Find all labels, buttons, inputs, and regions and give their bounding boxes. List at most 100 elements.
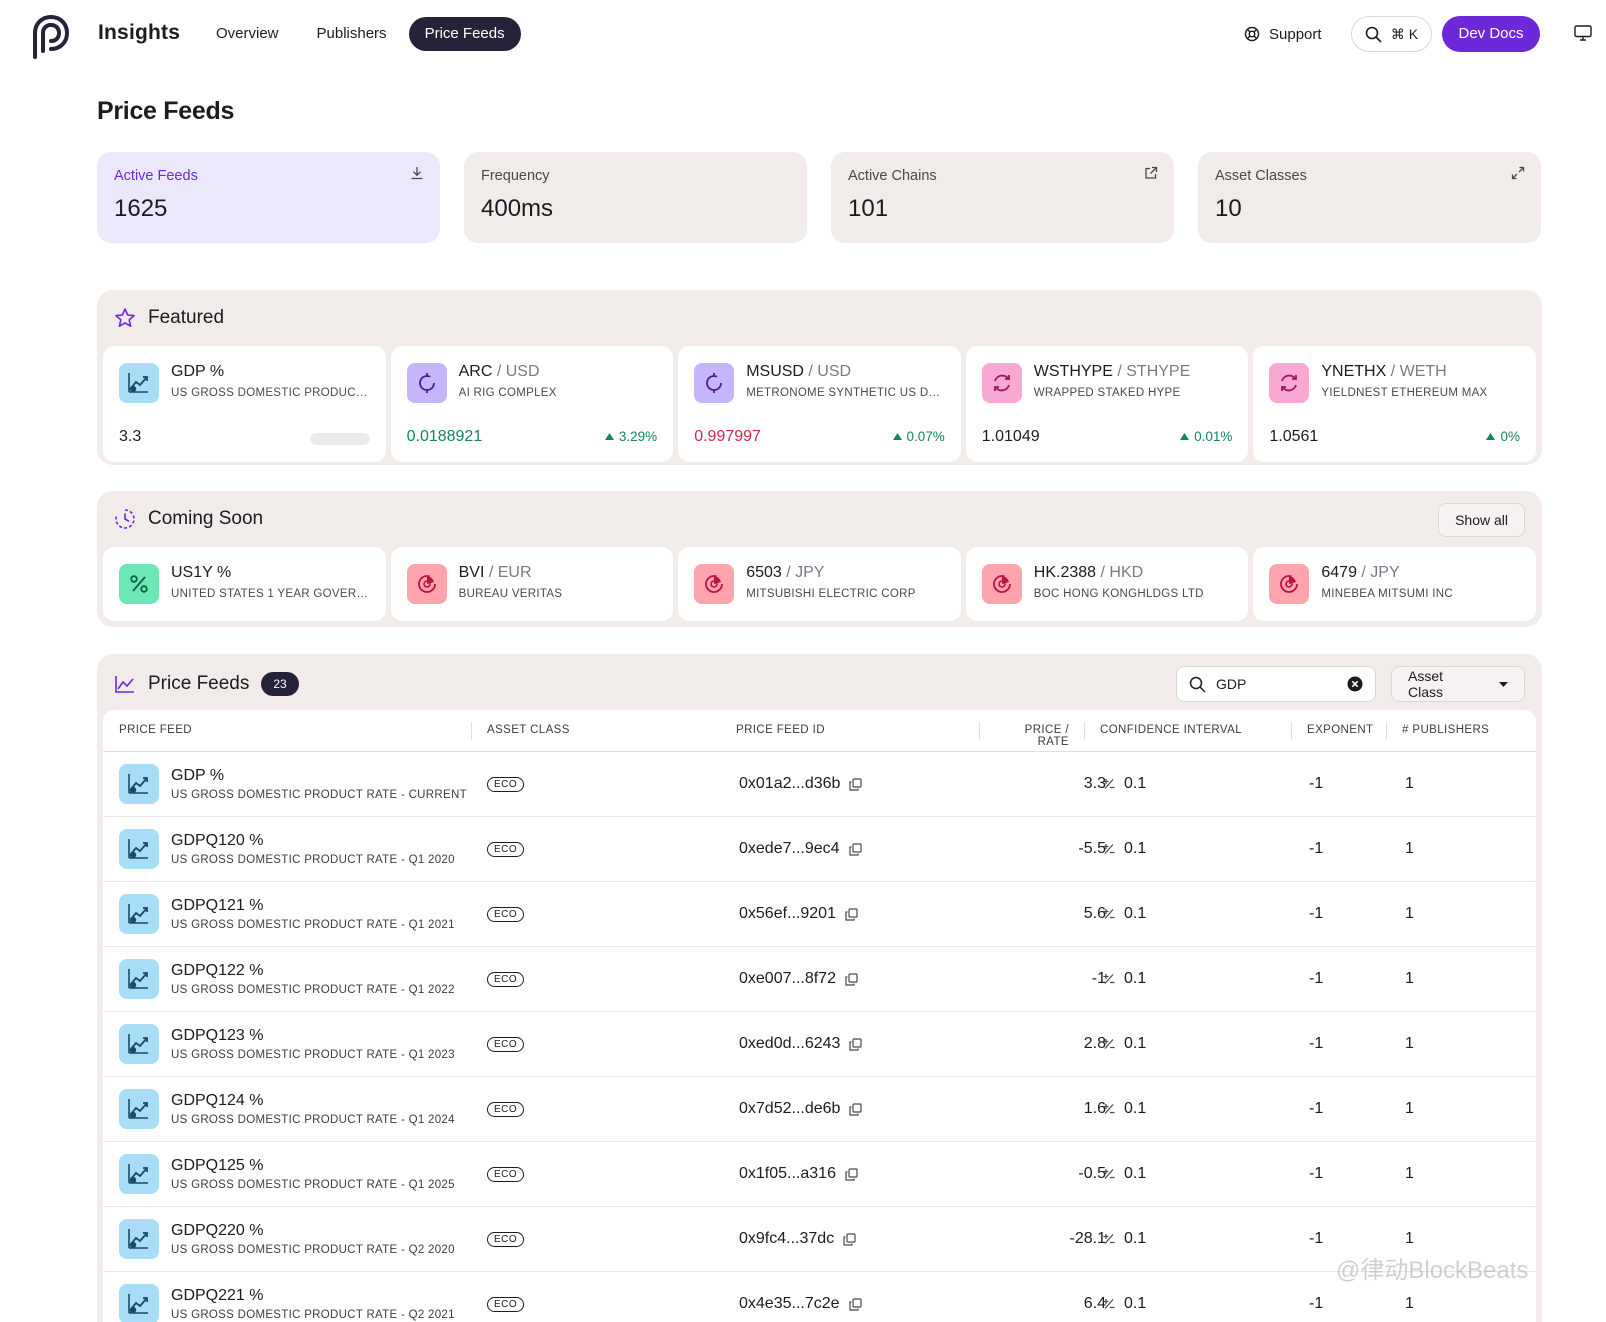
feed-search-input[interactable]: GDP bbox=[1176, 666, 1376, 702]
table-row[interactable]: GDP % US GROSS DOMESTIC PRODUCT RATE - C… bbox=[103, 752, 1536, 817]
table-row[interactable]: GDPQ120 % US GROSS DOMESTIC PRODUCT RATE… bbox=[103, 817, 1536, 882]
coming-soon-card-hk2388[interactable]: HK.2388 / HKD BOC HONG KONGHLDGS LTD bbox=[965, 547, 1249, 621]
chart-growth-icon bbox=[119, 1219, 159, 1259]
tab-publishers[interactable]: Publishers bbox=[316, 25, 387, 42]
feed-symbol: YNETHX / WETH bbox=[1321, 363, 1447, 380]
global-search-button[interactable]: ⌘ K bbox=[1351, 16, 1432, 52]
featured-card-ynethx[interactable]: YNETHX / WETH YIELDNEST ETHEREUM MAX 1.0… bbox=[1253, 346, 1536, 462]
feed-symbol: 6503 / JPY bbox=[746, 564, 825, 581]
exponent: -1 bbox=[1309, 1165, 1324, 1182]
stat-active-chains[interactable]: Active Chains 101 bbox=[831, 152, 1174, 243]
asset-class-badge: ECO bbox=[487, 972, 525, 987]
plus-minus-icon bbox=[1103, 779, 1115, 789]
copy-icon[interactable] bbox=[849, 777, 863, 791]
stat-asset-classes[interactable]: Asset Classes 10 bbox=[1198, 152, 1541, 243]
stat-active-feeds[interactable]: Active Feeds 1625 bbox=[97, 152, 440, 243]
feed-id-value: 0xed0d...6243 bbox=[739, 1035, 841, 1052]
copy-icon[interactable] bbox=[845, 972, 858, 986]
col-publishers[interactable]: # PUBLISHERS bbox=[1385, 722, 1490, 740]
feed-price: 0.0188921 bbox=[406, 428, 483, 445]
featured-card-msusd[interactable]: MSUSD / USD METRONOME SYNTHETIC US DOLLA… bbox=[678, 346, 961, 462]
coming-soon-card-6503[interactable]: 6503 / JPY MITSUBISHI ELECTRIC CORP bbox=[678, 547, 961, 621]
coming-soon-card-us1y[interactable]: US1Y % UNITED STATES 1 YEAR GOVERNMENT B… bbox=[103, 547, 386, 621]
exponent: -1 bbox=[1309, 1230, 1324, 1247]
feed-symbol: 6479 / JPY bbox=[1321, 564, 1400, 581]
table-row[interactable]: GDPQ220 % US GROSS DOMESTIC PRODUCT RATE… bbox=[103, 1207, 1536, 1272]
chart-growth-icon bbox=[119, 1089, 159, 1129]
confidence-interval: 0.1 bbox=[1103, 840, 1146, 858]
plus-minus-icon bbox=[1103, 1234, 1115, 1244]
tab-price-feeds[interactable]: Price Feeds bbox=[408, 17, 521, 51]
stat-label: Frequency bbox=[481, 168, 550, 184]
feed-price: -1 bbox=[1091, 970, 1106, 987]
feed-description: US GROSS DOMESTIC PRODUCT RATE - Q1 2025 bbox=[171, 1179, 455, 1191]
confidence-value: 0.1 bbox=[1124, 775, 1147, 792]
copy-icon[interactable] bbox=[849, 1037, 863, 1051]
feed-price: -28.1 bbox=[1069, 1230, 1106, 1247]
asset-class-badge: ECO bbox=[487, 1232, 525, 1247]
feed-symbol: ARC / USD bbox=[458, 363, 540, 380]
confidence-value: 0.1 bbox=[1124, 905, 1147, 922]
expand-icon[interactable] bbox=[1511, 166, 1525, 180]
copy-icon[interactable] bbox=[848, 1297, 862, 1311]
copy-icon[interactable] bbox=[843, 1232, 856, 1246]
external-link-icon[interactable] bbox=[1144, 166, 1158, 180]
pyth-logo[interactable] bbox=[32, 14, 70, 60]
download-icon[interactable] bbox=[410, 166, 424, 180]
monitor-icon[interactable] bbox=[1574, 25, 1592, 41]
coming-soon-card-6479[interactable]: 6479 / JPY MINEBEA MITSUMI INC bbox=[1253, 547, 1536, 621]
feed-id: 0x56ef...9201 bbox=[739, 905, 858, 923]
copy-icon[interactable] bbox=[845, 907, 858, 921]
col-confidence-interval[interactable]: CONFIDENCE INTERVAL bbox=[1083, 722, 1243, 740]
equity-icon bbox=[406, 564, 447, 604]
feed-id: 0x01a2...d36b bbox=[739, 775, 863, 793]
publisher-count: 1 bbox=[1405, 1035, 1414, 1052]
col-price-feed[interactable]: PRICE FEED bbox=[119, 724, 193, 736]
confidence-value: 0.1 bbox=[1124, 970, 1147, 987]
col-price-feed-id[interactable]: PRICE FEED ID bbox=[736, 724, 825, 736]
table-row[interactable]: GDPQ123 % US GROSS DOMESTIC PRODUCT RATE… bbox=[103, 1012, 1536, 1077]
dev-docs-button[interactable]: Dev Docs bbox=[1442, 16, 1540, 52]
copy-icon[interactable] bbox=[848, 842, 862, 856]
copy-icon[interactable] bbox=[849, 1102, 863, 1116]
tab-overview[interactable]: Overview bbox=[216, 25, 279, 42]
featured-card-gdp[interactable]: GDP % US GROSS DOMESTIC PRODUCT RATE - C… bbox=[103, 346, 386, 462]
confidence-interval: 0.1 bbox=[1103, 1100, 1146, 1118]
feed-name: GDPQ220 % bbox=[171, 1222, 264, 1239]
col-exponent[interactable]: EXPONENT bbox=[1290, 722, 1374, 740]
publisher-count: 1 bbox=[1405, 970, 1414, 987]
table-row[interactable]: GDPQ125 % US GROSS DOMESTIC PRODUCT RATE… bbox=[103, 1142, 1536, 1207]
feed-id: 0x7d52...de6b bbox=[739, 1100, 863, 1118]
feed-id-value: 0x4e35...7c2e bbox=[739, 1295, 840, 1312]
feed-description: US GROSS DOMESTIC PRODUCT RATE - CURRENT bbox=[171, 789, 467, 801]
support-button[interactable]: Support bbox=[1244, 17, 1322, 51]
search-value[interactable]: GDP bbox=[1216, 676, 1247, 692]
crypto-coin-icon bbox=[406, 363, 447, 403]
watermark: @律动BlockBeats bbox=[1336, 1257, 1529, 1284]
chart-growth-icon bbox=[119, 363, 159, 403]
coming-soon-title: Coming Soon bbox=[148, 508, 264, 529]
feed-description: METRONOME SYNTHETIC US DOLLAR bbox=[746, 387, 947, 399]
col-asset-class[interactable]: ASSET CLASS bbox=[471, 722, 570, 740]
publisher-count: 1 bbox=[1405, 1295, 1414, 1312]
table-row[interactable]: GDPQ121 % US GROSS DOMESTIC PRODUCT RATE… bbox=[103, 882, 1536, 947]
stat-label: Asset Classes bbox=[1215, 168, 1307, 184]
feed-description: US GROSS DOMESTIC PRODUCT RATE - Q1 2023 bbox=[171, 1049, 455, 1061]
copy-icon[interactable] bbox=[845, 1167, 858, 1181]
table-row[interactable]: GDPQ221 % US GROSS DOMESTIC PRODUCT RATE… bbox=[103, 1272, 1536, 1322]
clear-search-icon[interactable] bbox=[1347, 676, 1363, 692]
feed-description: UNITED STATES 1 YEAR GOVERNMENT BOND YIE… bbox=[171, 588, 371, 600]
featured-card-arc[interactable]: ARC / USD AI RIG COMPLEX 0.0188921 3.29% bbox=[390, 346, 674, 462]
feed-id-value: 0x7d52...de6b bbox=[739, 1100, 841, 1117]
equity-icon bbox=[981, 564, 1022, 604]
brand-name[interactable]: Insights bbox=[98, 21, 181, 44]
coming-soon-card-bvi[interactable]: BVI / EUR BUREAU VERITAS bbox=[390, 547, 674, 621]
asset-class-dropdown[interactable]: Asset Class bbox=[1391, 666, 1525, 702]
table-row[interactable]: GDPQ122 % US GROSS DOMESTIC PRODUCT RATE… bbox=[103, 947, 1536, 1012]
col-price-rate[interactable]: PRICE / RATE bbox=[979, 722, 1069, 748]
table-row[interactable]: GDPQ124 % US GROSS DOMESTIC PRODUCT RATE… bbox=[103, 1077, 1536, 1142]
confidence-interval: 0.1 bbox=[1103, 1035, 1146, 1053]
asset-class-badge: ECO bbox=[487, 1037, 525, 1052]
show-all-button[interactable]: Show all bbox=[1438, 503, 1525, 537]
featured-card-wsthype[interactable]: WSTHYPE / STHYPE WRAPPED STAKED HYPE 1.0… bbox=[965, 346, 1249, 462]
